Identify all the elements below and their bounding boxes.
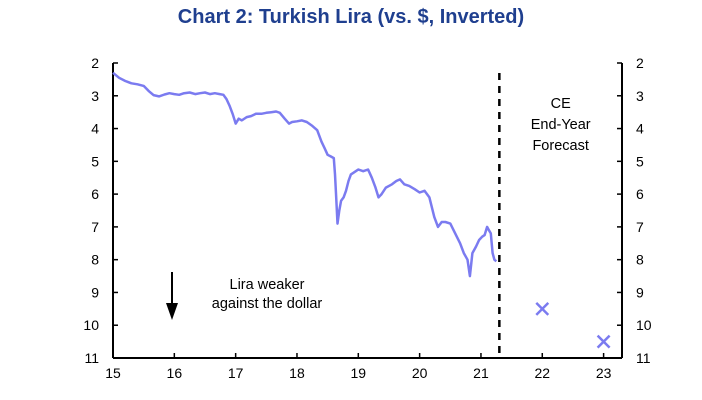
y-tick-label-left: 8	[91, 252, 99, 268]
y-tick-label-right: 10	[636, 317, 652, 333]
y-tick-label-right: 3	[636, 88, 644, 104]
axes	[112, 63, 623, 359]
annotation-line: against the dollar	[212, 296, 323, 312]
x-tick-label: 22	[534, 365, 550, 381]
x-tick-label: 23	[596, 365, 612, 381]
y-tick-label-right: 9	[636, 284, 644, 300]
x-tick-label: 17	[228, 365, 244, 381]
y-tick-label-right: 11	[636, 350, 651, 366]
x-tick-label: 20	[412, 365, 428, 381]
x-tick-label: 15	[105, 365, 121, 381]
forecast-marker	[535, 301, 550, 316]
annotation-line: Lira weaker	[230, 277, 305, 293]
lira-weaker-annotation: Lira weaker against the dollar	[166, 272, 322, 320]
forecast-label-line: End-Year	[531, 117, 591, 133]
forecast-marker-stroke	[535, 301, 550, 316]
y-tick-label-left: 6	[91, 186, 99, 202]
y-tick-label-left: 5	[91, 153, 99, 169]
down-arrow-head-icon	[166, 303, 178, 320]
chart-title: Chart 2: Turkish Lira (vs. $, Inverted)	[177, 6, 525, 28]
forecast-label: CE End-Year Forecast	[531, 96, 591, 154]
y-axis-right: 2 3 4 5 6 7 8 9 10 11	[617, 55, 652, 366]
x-axis: 15 16 17 18 19 20 21 22 23	[105, 353, 612, 381]
x-tick-label: 19	[351, 365, 367, 381]
y-tick-label-right: 5	[636, 153, 644, 169]
forecast-marker	[596, 334, 611, 349]
forecast-label-line: CE	[551, 96, 571, 112]
forecast-markers	[535, 301, 611, 349]
y-tick-label-left: 9	[91, 284, 99, 300]
y-tick-label-left: 11	[84, 350, 99, 366]
y-tick-label-right: 7	[636, 219, 644, 235]
x-tick-label: 16	[167, 365, 183, 381]
y-tick-label-right: 6	[636, 186, 644, 202]
y-tick-label-left: 3	[91, 88, 99, 104]
y-tick-label-left: 10	[83, 317, 99, 333]
x-tick-label: 18	[289, 365, 305, 381]
y-tick-label-left: 4	[91, 121, 99, 137]
y-tick-label-right: 4	[636, 121, 644, 137]
forecast-marker-stroke	[596, 334, 611, 349]
forecast-label-line: Forecast	[532, 138, 588, 154]
y-tick-label-right: 8	[636, 252, 644, 268]
x-tick-label: 21	[473, 365, 489, 381]
y-tick-label-left: 2	[91, 55, 99, 71]
y-tick-label-right: 2	[636, 55, 644, 71]
y-tick-label-left: 7	[91, 219, 99, 235]
lira-series-line	[112, 71, 498, 278]
y-axis-left: 2 3 4 5 6 7 8 9 10 11	[83, 55, 118, 366]
